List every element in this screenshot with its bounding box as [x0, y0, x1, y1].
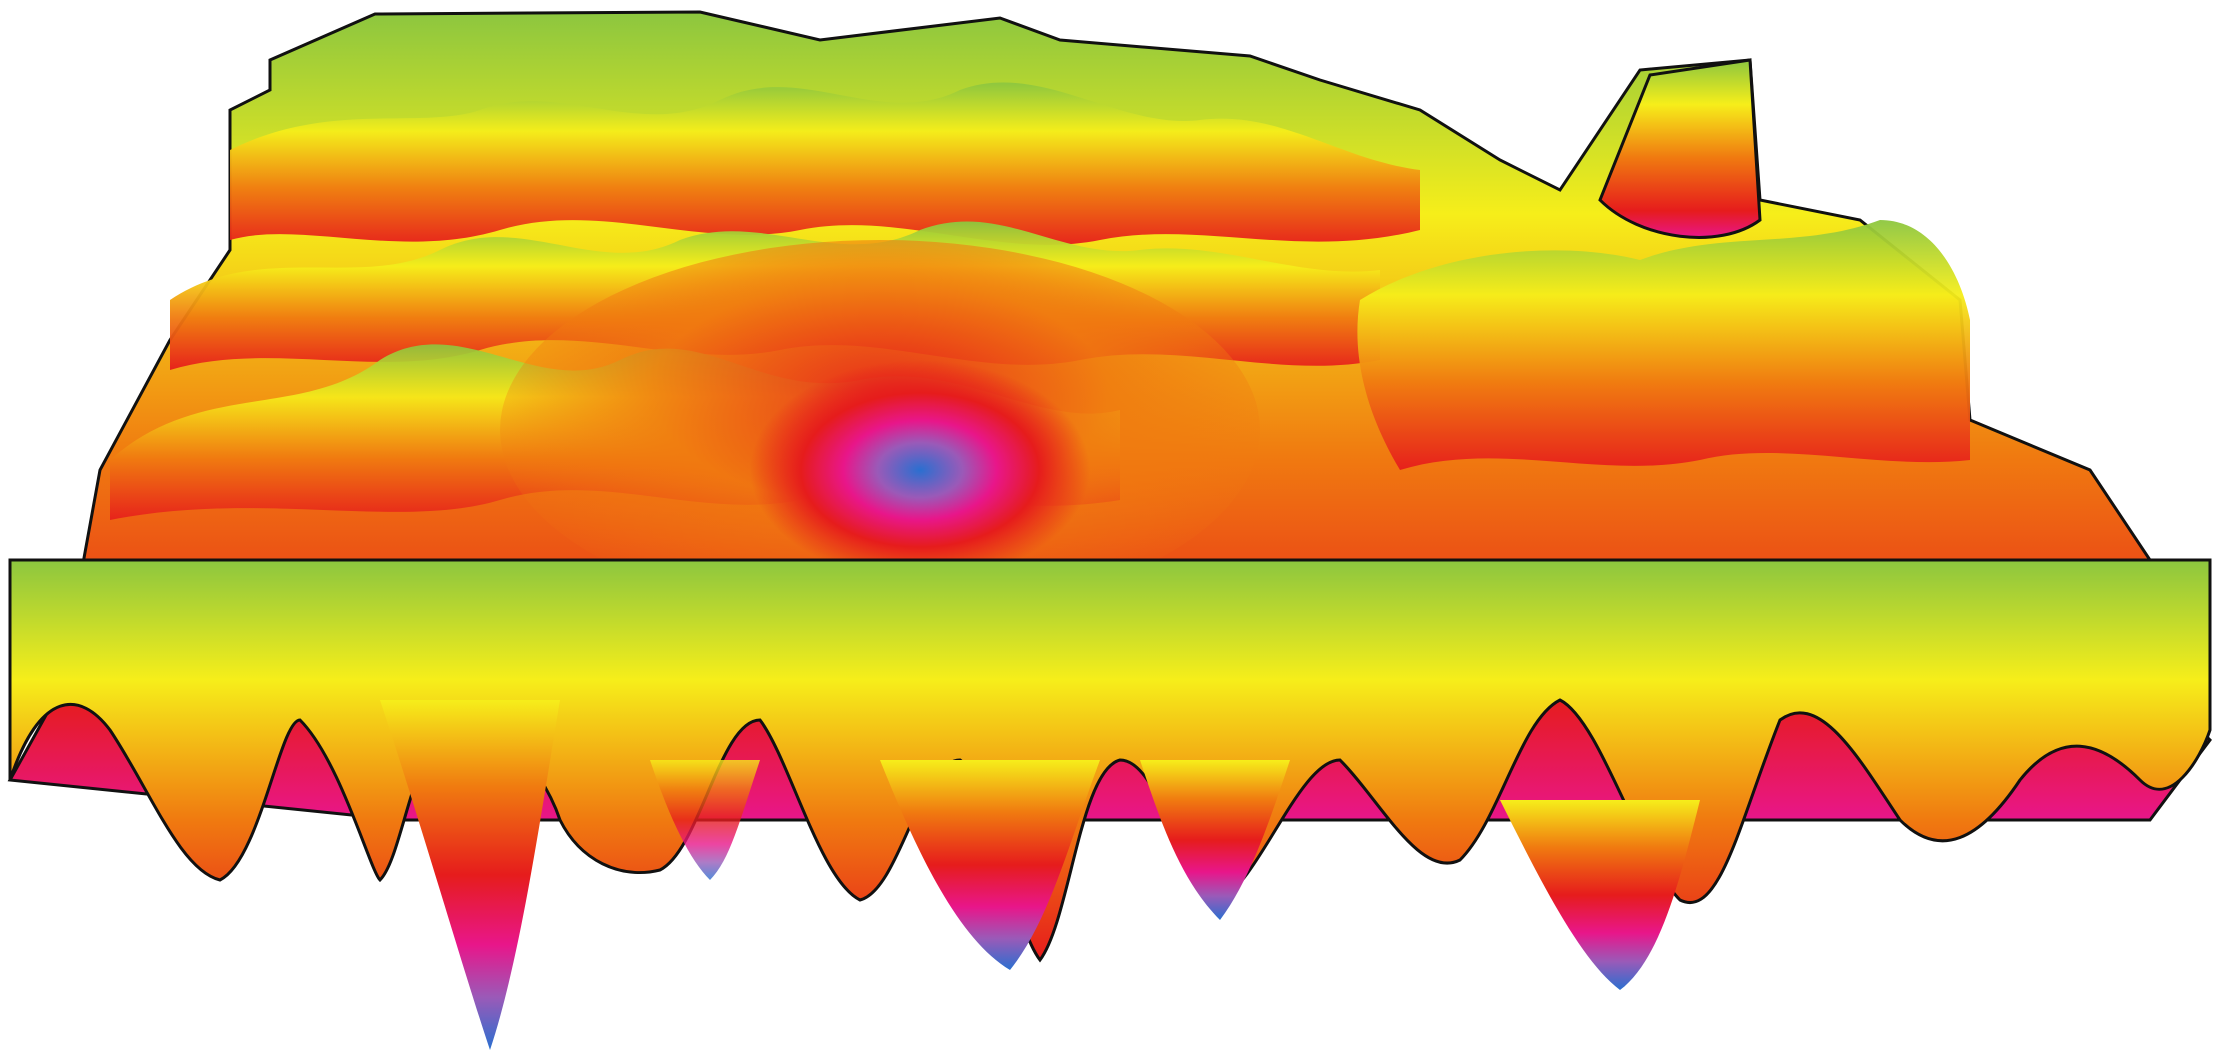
ridge-row-1	[230, 82, 1420, 245]
right-spike-back	[1598, 58, 1762, 239]
spike-4	[1500, 800, 1700, 990]
spike-5	[650, 760, 760, 880]
spike-3	[1140, 760, 1290, 920]
spike-2	[880, 760, 1100, 970]
spike-1	[380, 700, 560, 1050]
front-edge-wave	[8, 558, 2212, 963]
central-well	[750, 360, 1090, 580]
right-plateau	[1357, 220, 1970, 470]
